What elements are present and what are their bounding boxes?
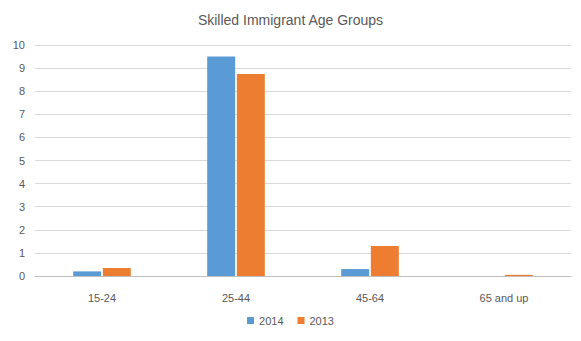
svg-text:6: 6 [19,131,25,143]
svg-text:15-24: 15-24 [88,292,116,304]
svg-text:25-44: 25-44 [222,292,250,304]
svg-text:3: 3 [19,201,25,213]
svg-text:45-64: 45-64 [356,292,384,304]
svg-text:7: 7 [19,108,25,120]
svg-text:9: 9 [19,62,25,74]
svg-text:10: 10 [13,39,25,51]
svg-text:5: 5 [19,155,25,167]
svg-text:8: 8 [19,85,25,97]
svg-text:0: 0 [19,270,25,282]
svg-text:1: 1 [19,247,25,259]
svg-text:2: 2 [19,224,25,236]
svg-text:Skilled Immigrant Age Groups: Skilled Immigrant Age Groups [198,12,383,28]
svg-text:4: 4 [19,178,25,190]
svg-text:2014: 2014 [259,315,283,327]
svg-text:65 and up: 65 and up [480,292,529,304]
svg-text:2013: 2013 [310,315,334,327]
